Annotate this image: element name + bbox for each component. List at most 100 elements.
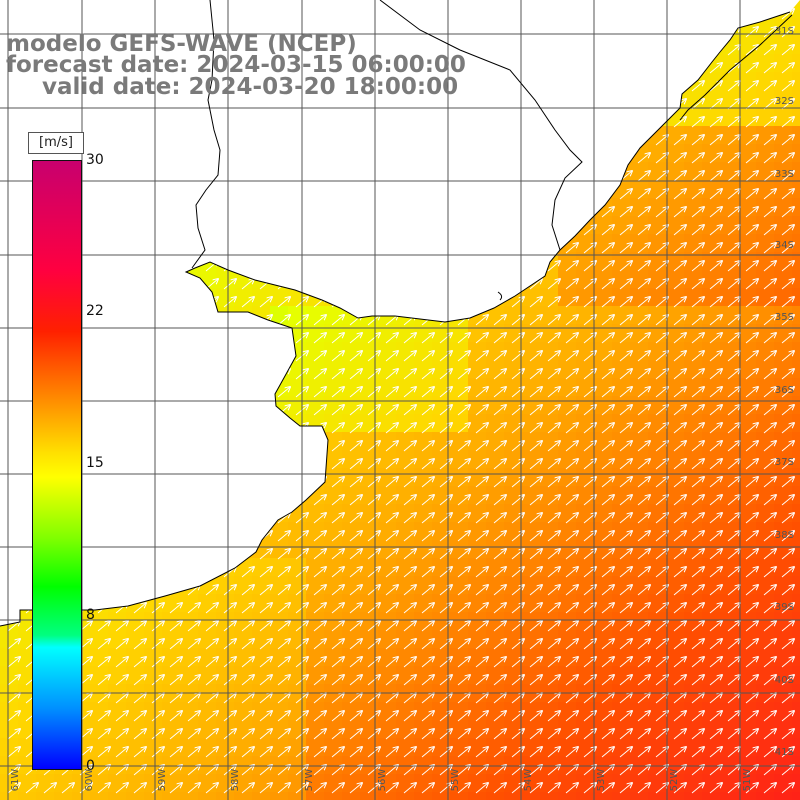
wind-arrow	[169, 243, 182, 254]
speed-cell	[234, 738, 253, 757]
speed-cell	[756, 198, 775, 217]
wind-arrow	[7, 603, 20, 614]
speed-cell	[738, 414, 757, 433]
wind-arrow	[673, 459, 686, 470]
wind-arrow	[637, 207, 650, 218]
speed-cell	[468, 90, 487, 109]
wind-arrow	[475, 243, 488, 254]
wind-arrow	[313, 243, 326, 254]
wind-arrow	[493, 153, 506, 164]
speed-cell	[450, 216, 469, 235]
speed-cell	[270, 792, 289, 800]
speed-cell	[270, 594, 289, 613]
speed-cell	[576, 144, 595, 163]
speed-cell	[774, 396, 793, 415]
speed-cell	[378, 216, 397, 235]
wind-arrow	[7, 495, 20, 506]
wind-arrow	[673, 387, 686, 398]
speed-cell	[306, 504, 325, 523]
speed-cell	[306, 702, 325, 721]
speed-cell	[234, 144, 253, 163]
speed-cell	[594, 0, 613, 19]
wind-arrow	[565, 261, 578, 272]
speed-cell	[720, 486, 739, 505]
wind-arrow	[709, 81, 722, 92]
wind-arrow	[169, 387, 182, 398]
wind-arrow	[115, 441, 128, 452]
wind-arrow	[205, 387, 218, 398]
speed-cell	[126, 450, 145, 469]
wind-arrow	[7, 387, 20, 398]
speed-cell	[702, 126, 721, 145]
speed-cell	[234, 792, 253, 800]
speed-cell	[630, 342, 649, 361]
speed-cell	[702, 756, 721, 775]
speed-cell	[720, 324, 739, 343]
speed-cell	[414, 504, 433, 523]
speed-cell	[594, 720, 613, 739]
speed-cell	[666, 468, 685, 487]
wind-arrow	[601, 315, 614, 326]
speed-cell	[738, 72, 757, 91]
speed-cell	[630, 540, 649, 559]
speed-cell	[126, 594, 145, 613]
speed-cell	[486, 648, 505, 667]
wind-arrow	[241, 189, 254, 200]
wind-arrow	[655, 405, 668, 416]
speed-cell	[756, 342, 775, 361]
speed-cell	[504, 198, 523, 217]
wind-arrow	[601, 27, 614, 38]
speed-cell	[288, 144, 307, 163]
speed-cell	[774, 630, 793, 649]
speed-cell	[378, 180, 397, 199]
wind-arrow	[457, 9, 470, 20]
wind-arrow	[277, 243, 290, 254]
wind-arrow	[637, 225, 650, 236]
wind-arrow	[601, 117, 614, 128]
wind-arrow	[367, 423, 380, 434]
speed-cell	[576, 180, 595, 199]
wind-arrow	[205, 549, 218, 560]
speed-cell	[756, 792, 775, 800]
speed-cell	[414, 450, 433, 469]
speed-cell	[252, 612, 271, 631]
speed-cell	[504, 504, 523, 523]
wind-arrow	[403, 153, 416, 164]
speed-cell	[414, 360, 433, 379]
wind-arrow	[547, 477, 560, 488]
speed-cell	[144, 342, 163, 361]
speed-cell	[180, 774, 199, 793]
speed-cell	[720, 774, 739, 793]
speed-cell	[522, 576, 541, 595]
speed-cell	[126, 234, 145, 253]
speed-cell	[612, 540, 631, 559]
speed-cell	[126, 774, 145, 793]
speed-cell	[594, 648, 613, 667]
speed-cell	[450, 378, 469, 397]
wind-arrow	[439, 27, 452, 38]
speed-cell	[360, 216, 379, 235]
speed-cell	[756, 612, 775, 631]
speed-cell	[792, 612, 800, 631]
latitude-label: 33S	[775, 169, 794, 180]
wind-arrow	[673, 405, 686, 416]
wind-arrow	[709, 279, 722, 290]
speed-cell	[792, 576, 800, 595]
speed-cell	[540, 306, 559, 325]
speed-cell	[558, 108, 577, 127]
wind-arrow	[367, 495, 380, 506]
speed-cell	[306, 198, 325, 217]
speed-cell	[288, 612, 307, 631]
wind-arrow	[529, 207, 542, 218]
speed-cell	[324, 180, 343, 199]
speed-cell	[612, 450, 631, 469]
speed-cell	[468, 558, 487, 577]
speed-cell	[576, 270, 595, 289]
speed-cell	[324, 234, 343, 253]
speed-cell	[360, 360, 379, 379]
wind-arrow	[115, 9, 128, 20]
speed-cell	[756, 468, 775, 487]
wind-arrow	[313, 153, 326, 164]
speed-cell	[126, 558, 145, 577]
wind-arrow	[133, 189, 146, 200]
